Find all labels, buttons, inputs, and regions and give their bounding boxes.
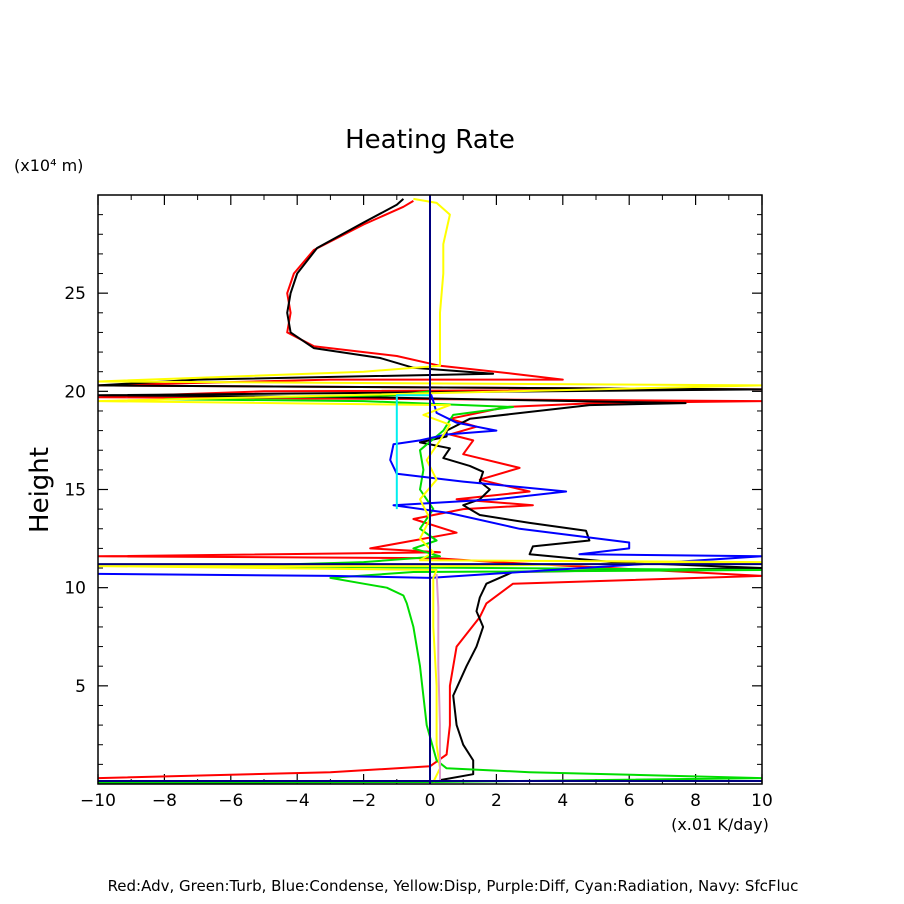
- x-tick-label: −10: [80, 791, 116, 811]
- series-disp-line: [98, 197, 762, 783]
- x-tick-label: 2: [491, 791, 502, 811]
- chart-title: Heating Rate: [345, 125, 515, 155]
- x-tick-label: 4: [557, 791, 568, 811]
- series-condense-line: [98, 390, 762, 579]
- x-tick-label: 0: [425, 791, 436, 811]
- x-tick-label: −8: [152, 791, 177, 811]
- series-total-line: [98, 198, 762, 782]
- series-adv-line: [98, 200, 762, 780]
- y-tick-label: 25: [64, 284, 86, 304]
- series-diff-line: [435, 573, 441, 782]
- x-tick-label: 10: [751, 791, 773, 811]
- y-unit-label: (x10⁴ m): [14, 156, 83, 175]
- x-tick-label: −6: [218, 791, 243, 811]
- y-axis-label: Height: [25, 447, 55, 533]
- series-group: [98, 195, 762, 784]
- x-unit-label: (x.01 K/day): [671, 815, 769, 834]
- x-tick-label: 8: [690, 791, 701, 811]
- y-tick-label: 5: [75, 677, 86, 697]
- y-tick-label: 10: [64, 579, 86, 599]
- y-tick-label: 20: [64, 382, 86, 402]
- x-tick-label: −2: [351, 791, 376, 811]
- series-radiation-line: [395, 394, 430, 510]
- legend-caption: Red:Adv, Green:Turb, Blue:Condense, Yell…: [108, 877, 799, 895]
- plot-frame: [97, 194, 763, 785]
- x-tick-label: 6: [624, 791, 635, 811]
- y-tick-label: 15: [64, 481, 86, 501]
- x-tick-label: −4: [285, 791, 310, 811]
- axis-ticks: −10 −8 −6 −4 −2 0 2 4 6 8 10 5 10 15 20 25: [64, 195, 773, 811]
